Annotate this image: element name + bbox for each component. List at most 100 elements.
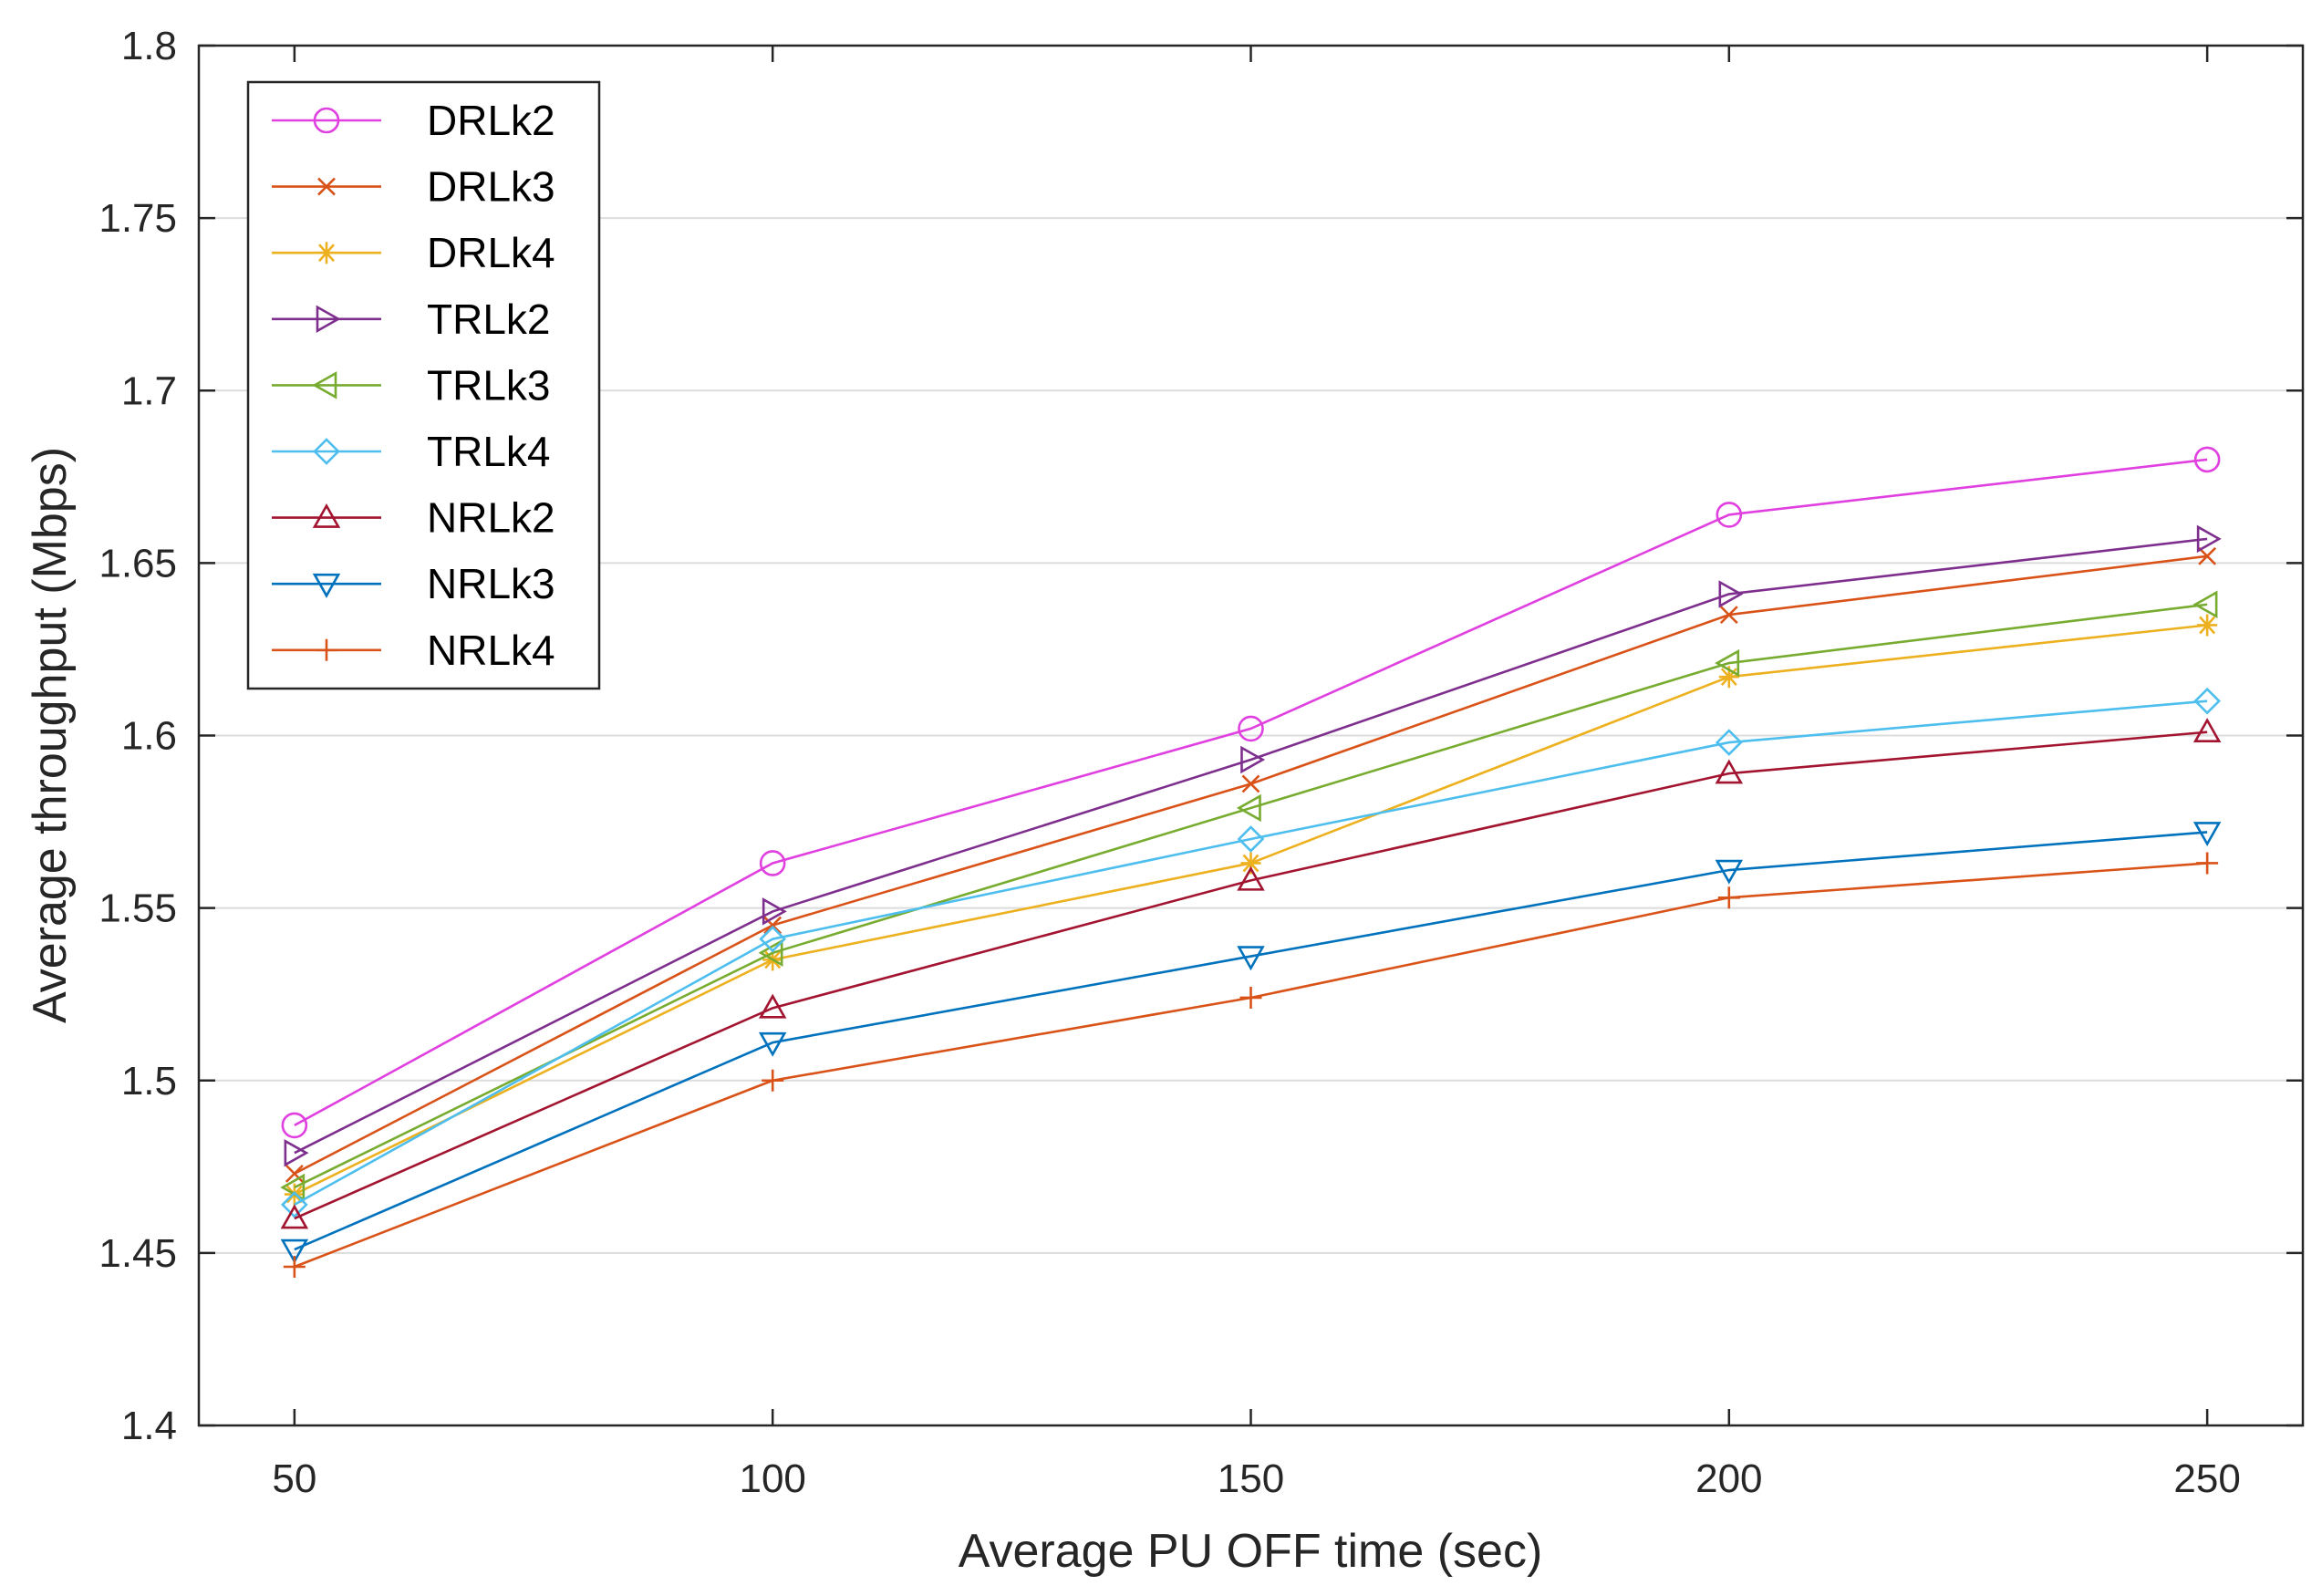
series-DRLk2 — [281, 446, 2221, 1139]
y-tick-label: 1.8 — [121, 24, 177, 68]
y-tick-label: 1.7 — [121, 368, 177, 413]
data-point-NRLk2 — [758, 993, 787, 1019]
data-point-NRLk4 — [2196, 852, 2219, 875]
data-point-NRLk2 — [1715, 759, 1744, 784]
data-point-TRLk4 — [2193, 687, 2221, 715]
data-point-TRLk3 — [758, 938, 783, 968]
data-point-TRLk4 — [281, 1191, 308, 1218]
y-tick-label: 1.4 — [121, 1404, 177, 1448]
y-axis-title: Average throughput (Mbps) — [24, 447, 77, 1023]
series-line-DRLk2 — [294, 458, 2208, 1127]
axis-ticks: 1.4 1.45 1.5 1.55 1.6 1.65 1.7 1.75 1.8 50 100 150 2… — [98, 24, 2303, 1501]
data-point-NRLk3 — [280, 1238, 309, 1264]
legend-entry-NRLk3: NRLk3 — [272, 560, 555, 607]
legend-marker — [317, 177, 336, 196]
data-point-TRLk2 — [1718, 580, 1744, 608]
series-line-TRLk4 — [294, 700, 2208, 1207]
data-point-DRLk4 — [1240, 852, 1261, 875]
series-line-TRLk3 — [294, 603, 2208, 1189]
legend-entry-NRLk2: NRLk2 — [272, 494, 555, 542]
legend-label: NRLk3 — [427, 560, 555, 607]
legend-label: TRLk4 — [427, 428, 550, 475]
y-tick-label: 1.6 — [121, 714, 177, 759]
legend-marker — [312, 573, 341, 598]
series-TRLk2 — [284, 524, 2222, 1167]
series-group — [280, 446, 2222, 1279]
legend-label: NRLk2 — [427, 494, 555, 542]
legend-marker — [316, 305, 341, 334]
series-DRLk3 — [285, 546, 2217, 1183]
data-point-DRLk2 — [1238, 715, 1264, 742]
data-point-NRLk4 — [1717, 886, 1740, 909]
x-tick-label: 150 — [1218, 1456, 1284, 1501]
data-point-TRLk3 — [1236, 793, 1261, 823]
y-tick-label: 1.5 — [121, 1059, 177, 1104]
legend-entry-TRLk4: TRLk4 — [272, 428, 550, 475]
data-point-NRLk3 — [1237, 946, 1265, 971]
legend-entry-DRLk4: DRLk4 — [272, 229, 555, 276]
legend-label: TRLk2 — [427, 295, 550, 343]
legend-label: DRLk3 — [427, 163, 555, 211]
data-point-NRLk2 — [2192, 718, 2222, 743]
legend-entry-TRLk2: TRLk2 — [272, 295, 550, 343]
legend-label: NRLk4 — [427, 627, 555, 674]
legend-entry-NRLk4: NRLk4 — [272, 627, 555, 674]
data-point-TRLk2 — [284, 1138, 309, 1167]
legend-marker — [316, 638, 337, 661]
series-line-NRLk2 — [294, 731, 2208, 1220]
data-point-DRLk3 — [1719, 606, 1738, 625]
x-tick-label: 100 — [739, 1456, 805, 1501]
data-point-TRLk3 — [2192, 590, 2218, 618]
data-point-DRLk2 — [281, 1112, 308, 1139]
gridlines — [199, 217, 2303, 1254]
y-tick-label: 1.75 — [98, 196, 177, 241]
data-point-NRLk2 — [1237, 865, 1265, 891]
series-TRLk4 — [281, 687, 2221, 1218]
legend-marker — [312, 371, 337, 399]
data-point-DRLk4 — [2197, 614, 2218, 637]
data-point-NRLk4 — [762, 1069, 784, 1092]
legend-label: DRLk4 — [427, 229, 555, 276]
legend: DRLk2 DRLk3 DRLk4 TRLk2 TRLk3 TRLk4 NRLk2 NRLk3… — [246, 80, 601, 690]
data-point-DRLk2 — [2193, 446, 2221, 473]
legend-marker — [313, 107, 340, 134]
data-point-NRLk4 — [283, 1256, 306, 1279]
series-NRLk3 — [280, 822, 2222, 1264]
data-point-DRLk3 — [763, 916, 783, 935]
data-point-TRLk2 — [2196, 524, 2222, 554]
series-line-NRLk3 — [294, 831, 2208, 1251]
x-axis-title: Average PU OFF time (sec) — [959, 1525, 1543, 1578]
data-point-TRLk3 — [1715, 648, 1740, 678]
x-tick-label: 200 — [1695, 1456, 1762, 1501]
data-point-TRLk4 — [759, 925, 787, 953]
data-point-TRLk4 — [1715, 729, 1743, 756]
data-point-DRLk2 — [1716, 502, 1743, 528]
series-line-TRLk2 — [294, 537, 2208, 1155]
data-point-NRLk2 — [280, 1204, 309, 1229]
y-tick-label: 1.55 — [98, 886, 177, 931]
x-tick-label: 250 — [2173, 1456, 2240, 1501]
data-point-TRLk4 — [1237, 825, 1265, 853]
data-point-DRLk3 — [2198, 546, 2217, 565]
legend-entry-DRLk2: DRLk2 — [272, 97, 555, 144]
data-point-NRLk3 — [1715, 859, 1744, 885]
data-point-DRLk4 — [1718, 666, 1739, 689]
series-NRLk4 — [283, 852, 2219, 1279]
data-point-DRLk3 — [285, 1164, 304, 1183]
series-TRLk3 — [280, 590, 2218, 1202]
data-point-DRLk3 — [1241, 774, 1260, 793]
legend-marker — [316, 242, 337, 264]
legend-marker — [313, 438, 340, 465]
legend-entry-DRLk3: DRLk3 — [272, 163, 555, 211]
data-point-NRLk3 — [758, 1031, 787, 1057]
series-NRLk2 — [280, 718, 2222, 1229]
y-tick-label: 1.45 — [98, 1231, 177, 1276]
x-tick-label: 50 — [272, 1456, 316, 1501]
data-point-TRLk2 — [762, 897, 787, 926]
legend-marker — [312, 503, 341, 528]
data-point-DRLk2 — [759, 850, 786, 876]
legend-entry-TRLk3: TRLk3 — [272, 361, 550, 409]
data-point-TRLk2 — [1240, 745, 1266, 774]
y-tick-label: 1.65 — [98, 541, 177, 586]
